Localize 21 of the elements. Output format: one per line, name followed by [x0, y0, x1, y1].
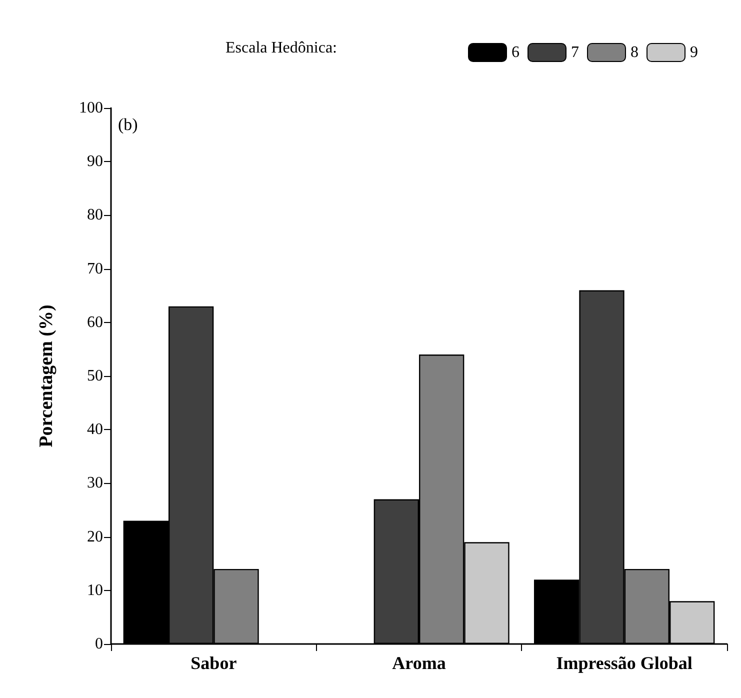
y-tick-label: 10: [87, 582, 103, 599]
y-tick-label: 90: [87, 153, 103, 170]
y-axis-title: Porcentagem (%): [36, 304, 57, 448]
legend-label: 7: [571, 44, 579, 61]
annotation: (b): [118, 115, 138, 134]
y-tick-label: 0: [95, 636, 103, 652]
x-tick-label: Impressão Global: [556, 653, 692, 673]
y-tick-label: 20: [87, 528, 103, 546]
y-tick-label: 80: [87, 206, 103, 224]
legend-label: 6: [512, 44, 520, 61]
y-tick-label: 30: [87, 474, 103, 492]
legend-label: 9: [690, 44, 698, 61]
y-tick-label: 70: [87, 260, 103, 278]
y-tick-label: 60: [87, 314, 103, 331]
y-tick-label: 50: [87, 368, 103, 384]
legend-title: Escala Hedônica:: [226, 40, 337, 56]
legend-label: 8: [630, 44, 638, 61]
y-tick-label: 40: [87, 421, 103, 438]
x-tick-label: Sabor: [190, 653, 237, 673]
y-tick-label: 100: [79, 100, 103, 116]
x-tick-label: Aroma: [392, 653, 446, 673]
